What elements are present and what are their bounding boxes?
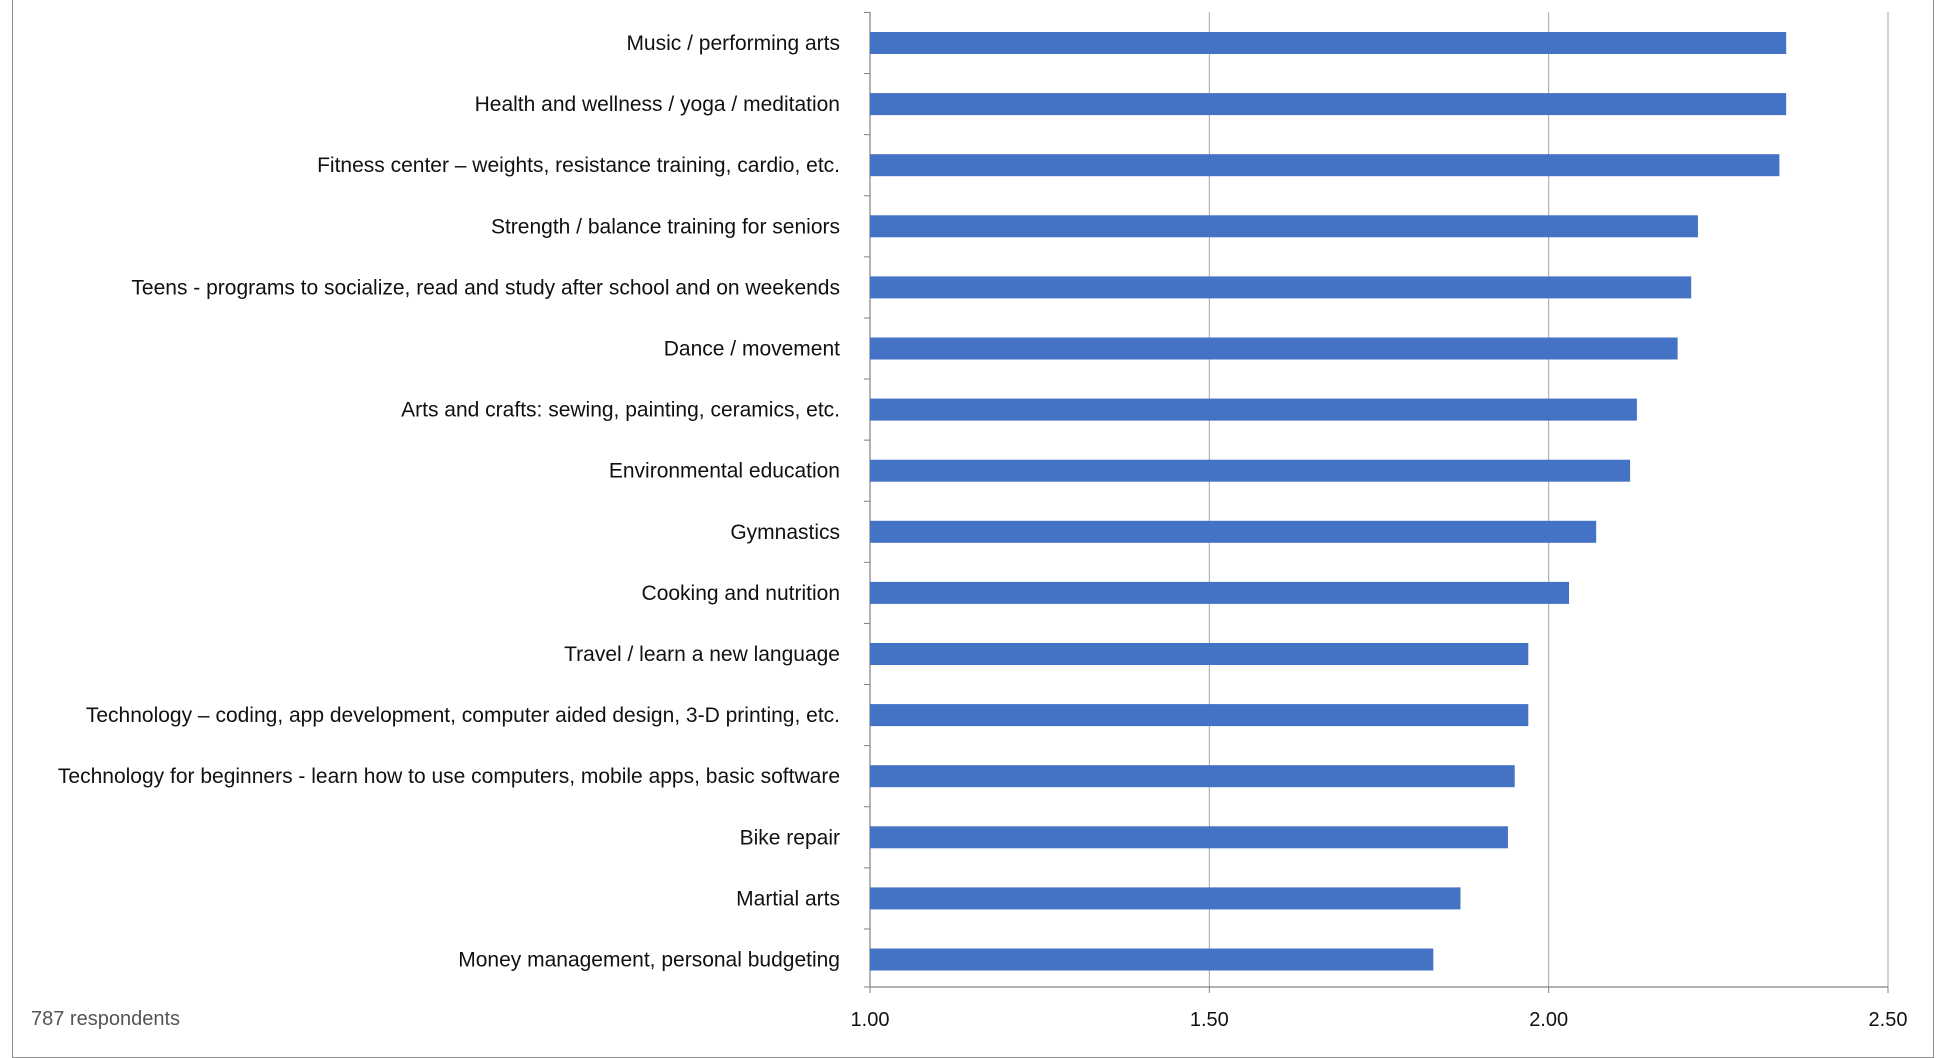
category-label: Bike repair xyxy=(740,826,840,849)
bar xyxy=(870,520,1597,543)
respondents-note: 787 respondents xyxy=(31,1008,180,1030)
bar xyxy=(870,581,1570,604)
bar xyxy=(870,337,1678,360)
bar xyxy=(870,765,1515,788)
category-label: Strength / balance training for seniors xyxy=(491,215,840,238)
bar xyxy=(870,643,1529,665)
bars xyxy=(870,32,1787,971)
x-tick-labels: 1.00 1.50 2.00 2.50 xyxy=(851,1009,1908,1031)
category-label: Fitness center – weights, resistance tra… xyxy=(317,154,840,177)
x-tick-label: 2.00 xyxy=(1529,1009,1568,1031)
bar xyxy=(870,704,1529,727)
bar xyxy=(870,276,1692,299)
category-label: Travel / learn a new language xyxy=(564,643,840,666)
category-label: Martial arts xyxy=(736,887,840,910)
x-tick-label: 1.00 xyxy=(851,1009,890,1031)
bar xyxy=(870,154,1780,177)
bar xyxy=(870,948,1434,971)
bar xyxy=(870,215,1698,238)
category-label: Environmental education xyxy=(609,460,840,483)
bar xyxy=(870,887,1461,910)
bar xyxy=(870,93,1787,116)
category-label: Technology for beginners - learn how to … xyxy=(58,765,840,788)
category-label: Arts and crafts: sewing, painting, ceram… xyxy=(401,399,840,422)
x-tick-label: 2.50 xyxy=(1869,1009,1908,1031)
bar xyxy=(870,459,1631,482)
category-label: Dance / movement xyxy=(664,338,840,361)
category-label: Teens - programs to socialize, read and … xyxy=(131,276,840,299)
bar xyxy=(870,32,1787,54)
x-tick-label: 1.50 xyxy=(1190,1009,1229,1031)
category-label: Music / performing arts xyxy=(626,32,840,55)
category-label: Gymnastics xyxy=(730,521,840,544)
category-label: Health and wellness / yoga / meditation xyxy=(475,93,840,116)
bar xyxy=(870,398,1637,421)
category-label: Cooking and nutrition xyxy=(642,582,840,605)
category-label: Money management, personal budgeting xyxy=(458,949,840,972)
category-labels: Music / performing arts Health and wellne… xyxy=(58,32,840,972)
category-label: Technology – coding, app development, co… xyxy=(86,704,840,727)
bar xyxy=(870,826,1508,849)
